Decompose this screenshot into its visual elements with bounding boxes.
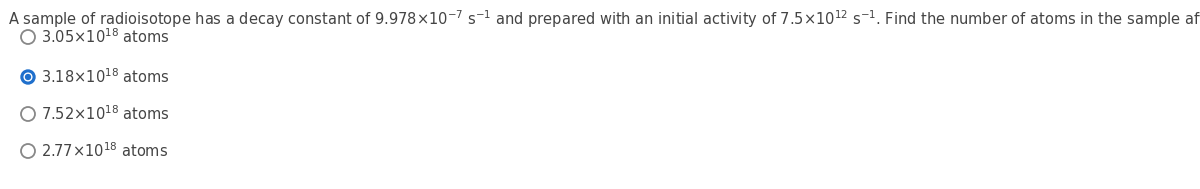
Ellipse shape (24, 73, 32, 81)
Text: 3.05×10$^{18}$ atoms: 3.05×10$^{18}$ atoms (41, 28, 169, 46)
Ellipse shape (22, 70, 35, 84)
Text: 3.18×10$^{18}$ atoms: 3.18×10$^{18}$ atoms (41, 68, 169, 86)
Ellipse shape (25, 74, 30, 79)
Text: 7.52×10$^{18}$ atoms: 7.52×10$^{18}$ atoms (41, 105, 169, 123)
Text: 2.77×10$^{18}$ atoms: 2.77×10$^{18}$ atoms (41, 142, 168, 160)
Text: A sample of radioisotope has a decay constant of 9.978×10$^{-7}$ s$^{-1}$ and pr: A sample of radioisotope has a decay con… (8, 8, 1200, 30)
